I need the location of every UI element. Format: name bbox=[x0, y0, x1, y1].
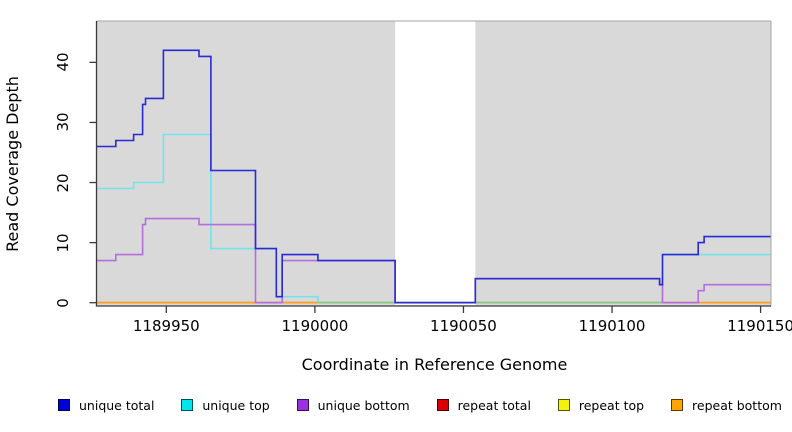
legend-item-unique-bottom: unique bottom bbox=[296, 397, 410, 413]
legend-swatch-icon bbox=[557, 399, 570, 411]
legend-swatch-icon bbox=[296, 399, 309, 411]
legend-swatch-icon bbox=[58, 399, 70, 411]
legend-swatch-icon bbox=[436, 399, 449, 411]
legend-item-repeat-total: repeat total bbox=[436, 397, 531, 413]
legend-label: repeat top bbox=[578, 397, 645, 413]
legend-item-unique-total: unique total bbox=[58, 398, 154, 413]
legend-item-repeat-top: repeat top bbox=[557, 397, 645, 413]
masked-region bbox=[395, 21, 476, 305]
legend-label: unique total bbox=[79, 397, 155, 413]
legend-label: unique bottom bbox=[317, 397, 410, 413]
legend-swatch-icon bbox=[181, 399, 194, 411]
legend-item-repeat-bottom: repeat bottom bbox=[671, 398, 782, 413]
legend-item-unique-top: unique top bbox=[181, 397, 270, 413]
legend-label: repeat total bbox=[457, 397, 531, 413]
legend-label: repeat bottom bbox=[692, 397, 782, 413]
legend: unique total unique top unique bottom repea… bbox=[58, 394, 782, 416]
legend-label: unique top bbox=[202, 397, 270, 413]
series-line-unique-total bbox=[96, 49, 771, 304]
legend-swatch-icon bbox=[671, 399, 684, 411]
